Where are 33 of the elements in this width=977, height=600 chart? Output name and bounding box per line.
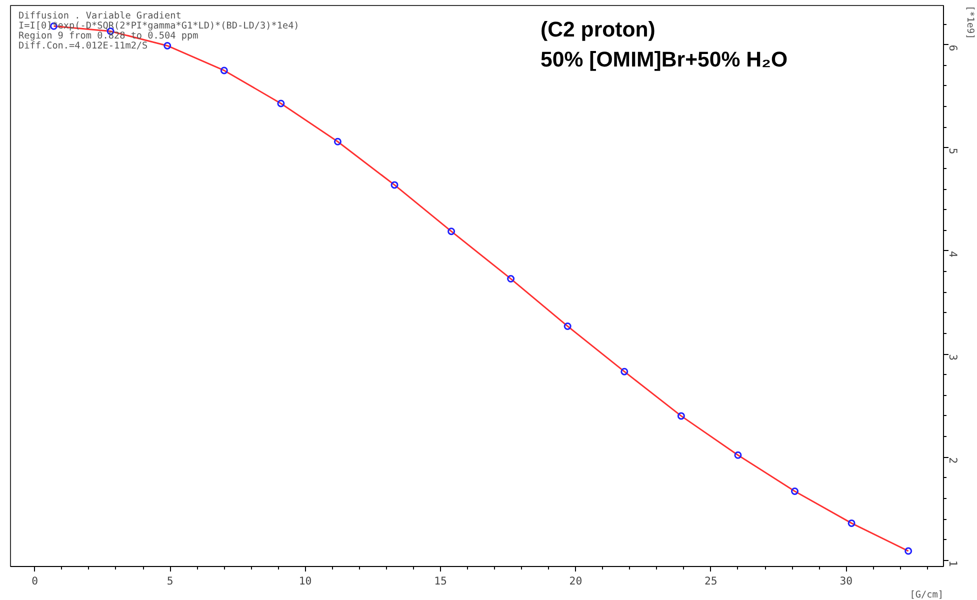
y-tick-label: 6 (946, 44, 960, 52)
point (220, 66, 228, 74)
x-tick-label: 0 (32, 574, 38, 588)
y-tick-label: 2 (946, 457, 960, 464)
point (620, 368, 628, 376)
x-tick-label: 5 (166, 574, 174, 588)
x-axis-title: [G/cm] (910, 590, 944, 600)
y-tick-label: 3 (946, 354, 960, 360)
x-tick-label: 20 (569, 574, 582, 588)
x-tick-label: 10 (298, 574, 312, 588)
y-tick-label: 1 (946, 560, 960, 567)
point (564, 322, 572, 330)
point (507, 275, 515, 283)
point (848, 519, 856, 527)
point (734, 451, 742, 459)
annotation: Diffusion . Variable Gradient (18, 10, 182, 22)
x-tick-label: 30 (840, 574, 853, 588)
y-axis-title: [*1e9] (964, 6, 976, 40)
annotation: (C2 proton) (540, 18, 656, 42)
point (277, 100, 285, 108)
point (164, 42, 172, 50)
annotation: 50% [OMIM]Br+50% H₂O (540, 48, 788, 72)
y-tick-label: 5 (946, 148, 960, 154)
point (791, 487, 799, 495)
x-tick-label: 25 (704, 574, 718, 588)
point (390, 181, 398, 189)
annotation: Diff.Con.=4.012E-11m2/S (18, 40, 148, 52)
point (904, 547, 912, 555)
point (677, 412, 685, 420)
x-tick-label: 15 (434, 574, 447, 588)
y-tick-label: 4 (946, 250, 960, 258)
point (448, 228, 456, 236)
point (334, 138, 342, 146)
